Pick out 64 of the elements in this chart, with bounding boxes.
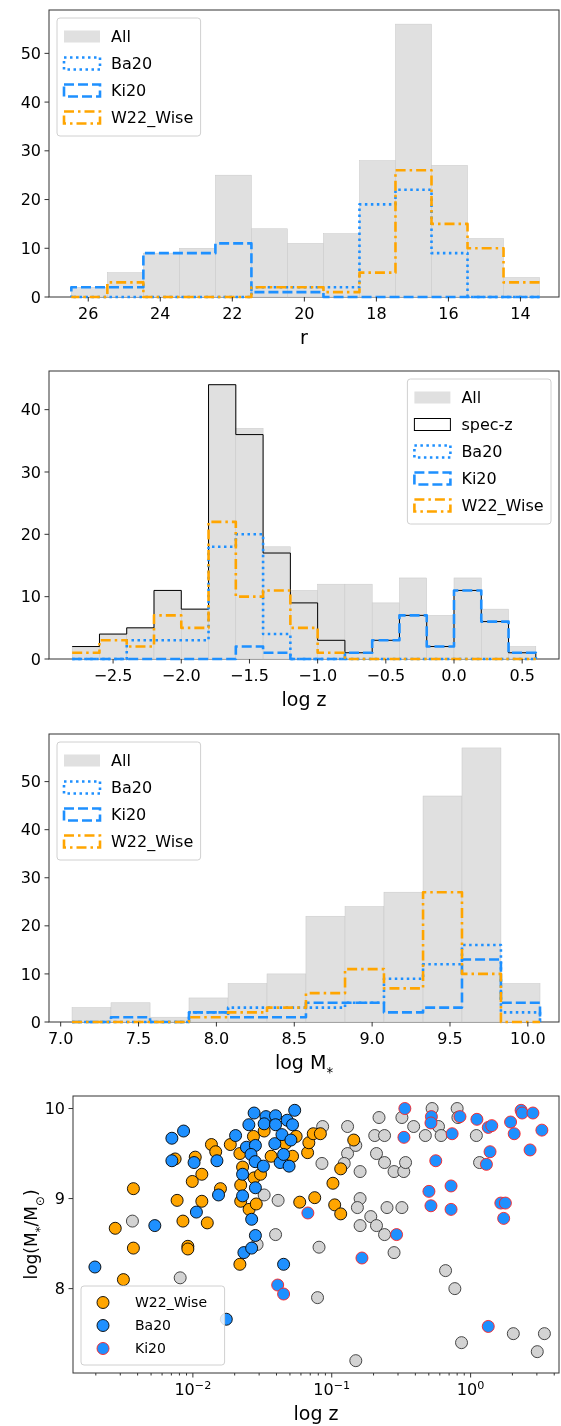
y-tick-label: 40 [20, 400, 41, 420]
x-tick-label: 8.0 [203, 1029, 230, 1049]
y-tick-label: 50 [20, 772, 41, 792]
legend-label: Ki20 [111, 81, 147, 101]
x-tick-label: −1.0 [298, 666, 338, 686]
y-tick-label: 10 [20, 238, 41, 258]
legend-label: spec-z [461, 415, 513, 435]
legend-label: Ki20 [461, 469, 497, 489]
x-axis-title: r [300, 326, 309, 348]
y-tick-label: 20 [20, 524, 41, 544]
x-tick-label: 7.5 [125, 1029, 152, 1049]
y-tick-label: 0 [30, 1012, 41, 1032]
x-tick-label: 0.0 [441, 666, 467, 686]
y-tick-label: 30 [20, 868, 41, 888]
y-tick-label: 40 [20, 92, 41, 112]
legend-label: Ba20 [111, 778, 153, 798]
y-tick-label: 50 [20, 43, 41, 63]
x-tick-label: 22 [222, 304, 243, 324]
x-axis-title: log z [281, 688, 327, 710]
legend-label: W22_Wise [111, 108, 194, 129]
y-tick-label: 8 [54, 1279, 65, 1299]
legend-label: Ki20 [135, 1340, 166, 1357]
x-tick-label: 16 [438, 304, 459, 324]
x-tick-label: 7.0 [47, 1029, 74, 1049]
legend-label: All [111, 27, 131, 47]
x-tick-label: 9.0 [359, 1029, 385, 1049]
x-tick-label: 14 [510, 304, 531, 324]
y-tick-label: 40 [20, 820, 41, 840]
y-tick-label: 30 [20, 141, 41, 161]
y-tick-label: 10 [20, 964, 41, 984]
legend-label: Ba20 [461, 442, 503, 462]
legend-label: W22_Wise [135, 1294, 207, 1311]
legend-label: All [111, 751, 131, 771]
x-tick-label: 26 [78, 304, 99, 324]
y-tick-label: 0 [30, 287, 41, 307]
x-axis-title: log M$_{*}$ [274, 1051, 334, 1080]
y-tick-label: 0 [30, 649, 41, 669]
legend-label: Ki20 [111, 805, 147, 825]
y-tick-label: 20 [20, 190, 41, 210]
x-tick-label: 20 [294, 304, 315, 324]
x-tick-label: −0.5 [366, 666, 406, 686]
x-tick-label: 24 [150, 304, 171, 324]
x-tick-label: 10$^{0}$ [456, 1378, 485, 1400]
y-tick-label: 10 [20, 587, 41, 607]
y-tick-label: 20 [20, 916, 41, 936]
legend-label: Ba20 [111, 54, 153, 74]
legend-label: W22_Wise [461, 496, 544, 517]
x-tick-label: 0.5 [509, 666, 535, 686]
x-tick-label: 10.0 [510, 1029, 546, 1049]
y-tick-label: 9 [54, 1189, 65, 1209]
x-tick-label: −2.0 [161, 666, 201, 686]
x-tick-label: −2.5 [93, 666, 133, 686]
x-tick-label: 10$^{−2}$ [174, 1378, 212, 1400]
x-axis-title: log z [293, 1402, 339, 1424]
x-tick-label: 18 [366, 304, 387, 324]
y-tick-label: 10 [44, 1099, 65, 1119]
x-tick-label: 10$^{−1}$ [313, 1378, 351, 1400]
legend-label: All [461, 388, 482, 408]
x-tick-label: −1.5 [230, 666, 269, 686]
x-tick-label: 9.5 [437, 1029, 463, 1049]
y-tick-label: 30 [20, 462, 41, 482]
x-tick-label: 8.5 [281, 1029, 307, 1049]
legend-label: Ba20 [135, 1317, 171, 1334]
legend-label: W22_Wise [111, 832, 194, 853]
